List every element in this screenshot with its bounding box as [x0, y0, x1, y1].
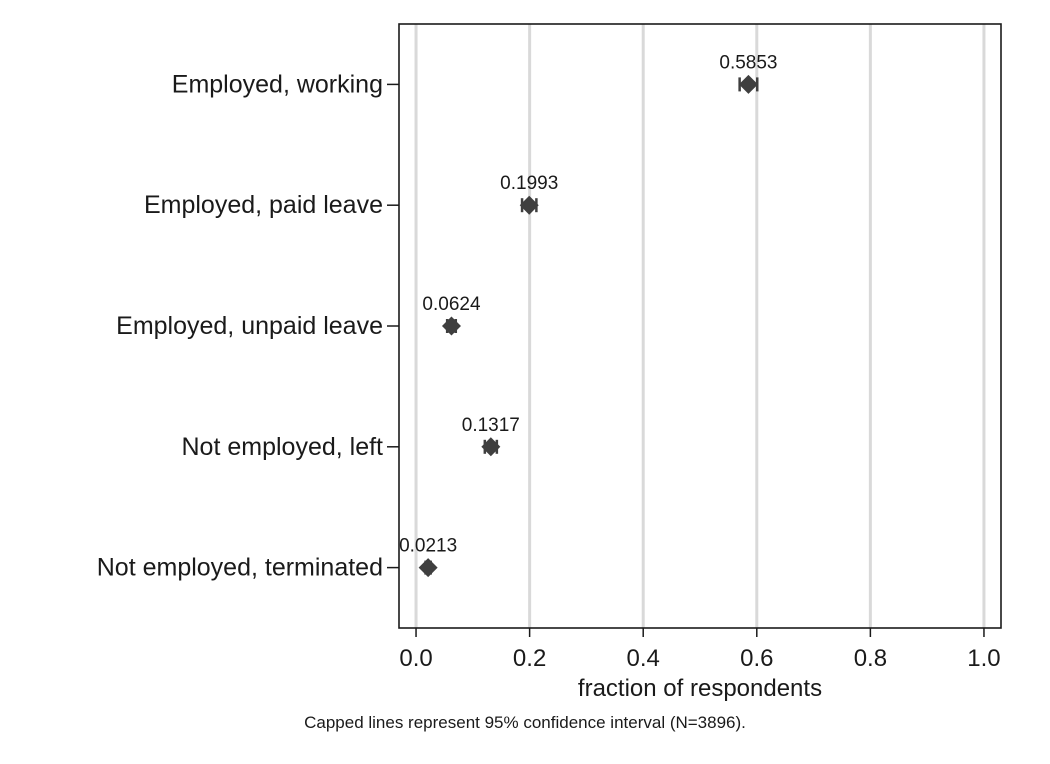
data-label: 0.1317: [462, 415, 520, 436]
x-tick-label: 0.2: [513, 645, 546, 672]
x-tick-label: 1.0: [967, 645, 1000, 672]
x-tick-label: 0.8: [854, 645, 887, 672]
y-category-label: Not employed, terminated: [97, 554, 383, 582]
vertical-gridlines: [414, 24, 986, 628]
plot-frame: [398, 23, 1002, 629]
data-point-diamond: [441, 316, 461, 336]
y-category-label: Employed, paid leave: [144, 191, 383, 219]
y-axis: Employed, working Employed, paid leave Emp…: [97, 70, 399, 582]
data-label: 0.1993: [500, 173, 558, 194]
y-category-label: Employed, unpaid leave: [116, 312, 383, 340]
y-category-label: Employed, working: [172, 70, 383, 98]
data-point-diamond: [519, 195, 539, 215]
data-point-diamond: [481, 437, 501, 457]
x-axis-title: fraction of respondents: [578, 675, 822, 702]
chart-note: Capped lines represent 95% confidence in…: [304, 713, 746, 732]
x-axis: 0.0 0.2 0.4 0.6 0.8 1.0: [399, 628, 1001, 672]
data-point-diamond: [738, 74, 758, 94]
data-label: 0.0624: [422, 294, 481, 315]
data-label: 0.0213: [399, 536, 457, 557]
data-label: 0.5853: [719, 52, 777, 73]
data-marks: 0.5853 0.1993 0.0624 0.1317 0.0213: [399, 52, 778, 578]
x-tick-label: 0.4: [627, 645, 660, 672]
x-tick-label: 0.6: [740, 645, 773, 672]
y-category-label: Not employed, left: [182, 433, 384, 461]
x-tick-label: 0.0: [399, 645, 432, 672]
data-point-diamond: [418, 558, 438, 578]
